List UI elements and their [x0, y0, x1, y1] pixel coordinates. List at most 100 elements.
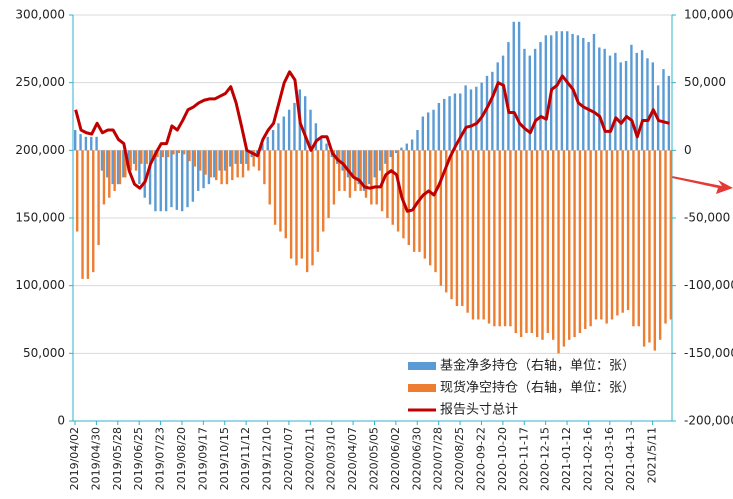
- bar: [215, 150, 218, 181]
- bar: [437, 102, 441, 151]
- x-tick-label: 2020-12-15: [539, 427, 552, 491]
- bar: [325, 143, 328, 151]
- x-tick-label: 2019/10/15: [218, 427, 231, 490]
- bar: [127, 150, 130, 171]
- bar: [118, 150, 122, 185]
- bar: [375, 150, 378, 205]
- legend-label: 现货净空持仓（右轴，单位：张）: [440, 380, 635, 396]
- y2-tick-label: 100,000: [684, 8, 733, 22]
- bar: [320, 136, 323, 151]
- bar: [225, 150, 229, 185]
- bar: [384, 150, 387, 164]
- bar: [364, 150, 368, 198]
- bar: [530, 150, 533, 334]
- bar: [461, 150, 464, 306]
- bar: [551, 150, 555, 340]
- bar: [512, 21, 515, 151]
- bar: [122, 150, 125, 178]
- bar: [498, 150, 501, 327]
- bar: [664, 150, 667, 324]
- bar: [161, 150, 164, 158]
- bar: [391, 150, 394, 225]
- bar: [84, 136, 88, 151]
- bar: [197, 150, 200, 191]
- legend-label: 基金净多持仓（右轴，单位：张）: [440, 358, 635, 374]
- x-tick-label: 2020/03/10: [325, 427, 338, 490]
- bar: [108, 150, 111, 198]
- bar: [539, 42, 542, 151]
- bar: [389, 150, 392, 158]
- y-tick-label: 0: [57, 414, 65, 428]
- bar: [191, 150, 195, 202]
- bar: [509, 150, 512, 327]
- bar: [394, 150, 398, 154]
- bar: [239, 150, 243, 164]
- x-tick-label: 2020/01/07: [282, 427, 295, 490]
- bar: [594, 150, 598, 320]
- bar: [293, 102, 296, 151]
- bar: [630, 44, 633, 151]
- bar: [455, 150, 459, 306]
- bar: [560, 31, 564, 151]
- bar: [79, 134, 82, 151]
- x-tick-label: 2021/5/11: [646, 427, 659, 483]
- bar: [621, 150, 624, 313]
- bar: [528, 55, 531, 151]
- bar: [646, 58, 649, 151]
- bar: [605, 150, 608, 324]
- bar: [156, 150, 159, 158]
- bar: [266, 136, 269, 151]
- y2-tick-label: 0: [684, 143, 692, 157]
- bar: [662, 69, 665, 151]
- x-tick-label: 2021-01-12: [560, 427, 573, 491]
- bar: [322, 150, 325, 232]
- bar: [234, 150, 237, 164]
- bar: [311, 150, 314, 266]
- bar: [287, 109, 291, 151]
- bar: [616, 150, 619, 316]
- bar: [236, 150, 239, 178]
- bar: [400, 147, 403, 151]
- x-tick-label: 2020/06/02: [389, 427, 402, 490]
- y-tick-label: 100,000: [15, 278, 65, 292]
- bar: [102, 150, 106, 205]
- bar: [378, 150, 382, 171]
- bar: [92, 150, 95, 273]
- bar: [354, 150, 357, 191]
- bar: [159, 150, 162, 212]
- bar: [514, 150, 517, 334]
- bar: [589, 150, 592, 327]
- bar: [74, 130, 77, 151]
- bar: [257, 150, 261, 171]
- bar: [338, 150, 341, 191]
- x-tick-label: 2020-09-22: [474, 427, 487, 491]
- bar: [432, 109, 435, 151]
- bar: [464, 85, 467, 151]
- x-tick-label: 2020/07/28: [432, 427, 445, 490]
- bar: [170, 150, 173, 208]
- bar: [204, 150, 207, 175]
- bar: [466, 150, 469, 313]
- bar: [471, 150, 475, 320]
- bar: [268, 150, 271, 205]
- bar: [598, 47, 601, 151]
- bar: [610, 150, 614, 320]
- bar: [405, 143, 408, 151]
- bar: [282, 116, 285, 151]
- bar: [332, 150, 336, 205]
- bar: [566, 31, 569, 151]
- y-tick-label: 150,000: [15, 211, 65, 225]
- bar: [357, 150, 360, 185]
- bar: [640, 50, 644, 151]
- bar: [180, 150, 184, 212]
- bar: [396, 150, 400, 232]
- bar: [450, 150, 453, 300]
- x-tick-label: 2021-03-16: [603, 427, 616, 491]
- bar: [523, 48, 526, 151]
- bar: [261, 143, 264, 151]
- bar: [576, 35, 580, 151]
- bar: [247, 150, 250, 171]
- bar: [231, 150, 234, 181]
- bar: [129, 150, 132, 171]
